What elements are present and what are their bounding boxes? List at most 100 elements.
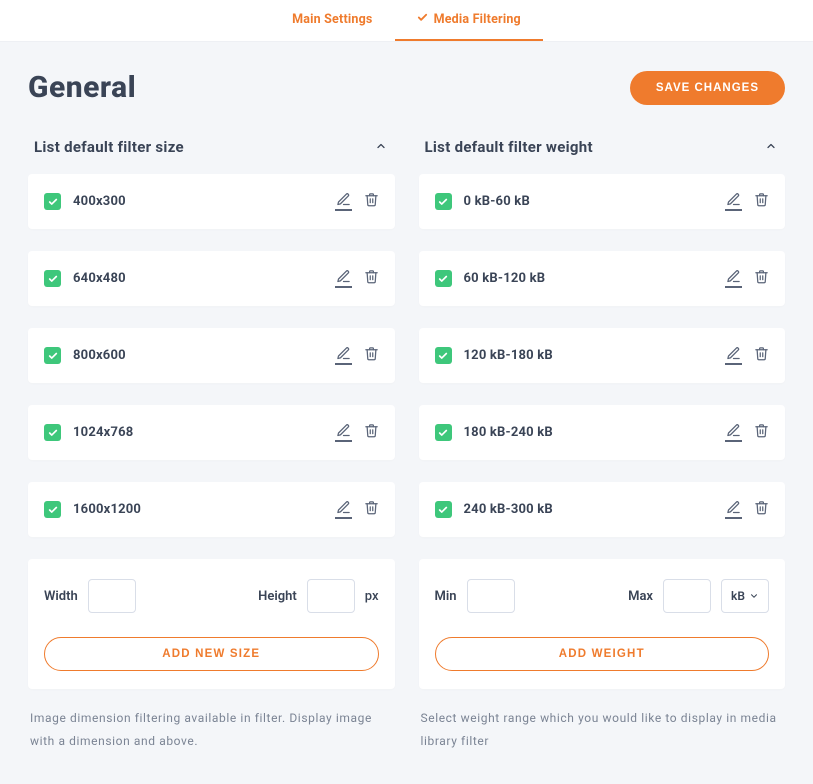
size-panel-header[interactable]: List default filter size: [28, 133, 395, 174]
list-item-label: 640x480: [73, 271, 126, 286]
weight-help-text: Select weight range which you would like…: [419, 707, 786, 753]
tab-media-filtering[interactable]: Media Filtering: [395, 0, 543, 41]
chevron-up-icon: [765, 137, 777, 156]
width-input[interactable]: [88, 579, 136, 613]
list-item: 120 kB-180 kB: [419, 328, 786, 383]
checkbox[interactable]: [435, 193, 452, 210]
list-item: 800x600: [28, 328, 395, 383]
page-body: General SAVE CHANGES List default filter…: [0, 42, 813, 773]
height-label: Height: [258, 589, 297, 604]
list-item-actions: [725, 269, 769, 288]
checkbox[interactable]: [435, 270, 452, 287]
edit-icon[interactable]: [725, 423, 742, 442]
list-item-actions: [335, 192, 379, 211]
edit-icon[interactable]: [725, 500, 742, 519]
list-item-left: 1600x1200: [44, 501, 141, 518]
list-item-left: 180 kB-240 kB: [435, 424, 553, 441]
size-add-card: Width Height px ADD NEW SIZE: [28, 559, 395, 689]
columns: List default filter size 400x300 640x480 8…: [28, 133, 785, 753]
edit-icon[interactable]: [725, 192, 742, 211]
weight-column: List default filter weight 0 kB-60 kB 60 …: [419, 133, 786, 753]
list-item-actions: [335, 423, 379, 442]
edit-icon[interactable]: [335, 500, 352, 519]
save-changes-button[interactable]: SAVE CHANGES: [630, 71, 785, 105]
weight-add-card: Min Max kB ADD WEIGHT: [419, 559, 786, 689]
size-column: List default filter size 400x300 640x480 8…: [28, 133, 395, 753]
width-label: Width: [44, 589, 78, 604]
max-input[interactable]: [663, 579, 711, 613]
check-icon: [417, 12, 428, 27]
list-item-label: 180 kB-240 kB: [464, 425, 553, 440]
size-panel-title: List default filter size: [34, 138, 184, 156]
list-item: 1600x1200: [28, 482, 395, 537]
size-inputs-row: Width Height px: [44, 579, 379, 613]
checkbox[interactable]: [44, 270, 61, 287]
width-field: Width: [44, 579, 136, 613]
list-item: 60 kB-120 kB: [419, 251, 786, 306]
checkbox[interactable]: [435, 347, 452, 364]
list-item: 400x300: [28, 174, 395, 229]
list-item: 640x480: [28, 251, 395, 306]
tab-label: Main Settings: [292, 12, 372, 27]
list-item-label: 0 kB-60 kB: [464, 194, 530, 209]
delete-icon[interactable]: [754, 192, 769, 211]
delete-icon[interactable]: [754, 423, 769, 442]
edit-icon[interactable]: [335, 346, 352, 365]
delete-icon[interactable]: [364, 346, 379, 365]
size-help-text: Image dimension filtering available in f…: [28, 707, 395, 753]
checkbox[interactable]: [44, 347, 61, 364]
list-item-label: 240 kB-300 kB: [464, 502, 553, 517]
list-item-left: 400x300: [44, 193, 126, 210]
edit-icon[interactable]: [725, 346, 742, 365]
edit-icon[interactable]: [335, 423, 352, 442]
list-item-left: 120 kB-180 kB: [435, 347, 553, 364]
edit-icon[interactable]: [335, 192, 352, 211]
list-item-actions: [725, 423, 769, 442]
list-item-actions: [725, 500, 769, 519]
weight-panel-header[interactable]: List default filter weight: [419, 133, 786, 174]
page-title: General: [28, 70, 136, 105]
delete-icon[interactable]: [364, 192, 379, 211]
list-item-label: 400x300: [73, 194, 126, 209]
list-item-actions: [725, 346, 769, 365]
list-item: 1024x768: [28, 405, 395, 460]
list-item-actions: [335, 346, 379, 365]
weight-panel-title: List default filter weight: [425, 138, 593, 156]
max-field: Max kB: [628, 579, 769, 613]
list-item-actions: [335, 269, 379, 288]
delete-icon[interactable]: [364, 269, 379, 288]
list-item-label: 120 kB-180 kB: [464, 348, 553, 363]
list-item: 240 kB-300 kB: [419, 482, 786, 537]
delete-icon[interactable]: [754, 346, 769, 365]
min-input[interactable]: [467, 579, 515, 613]
checkbox[interactable]: [44, 501, 61, 518]
list-item-actions: [725, 192, 769, 211]
list-item-label: 1024x768: [73, 425, 133, 440]
list-item-left: 800x600: [44, 347, 126, 364]
list-item-label: 60 kB-120 kB: [464, 271, 546, 286]
unit-select[interactable]: kB: [721, 579, 769, 613]
checkbox[interactable]: [44, 424, 61, 441]
delete-icon[interactable]: [754, 500, 769, 519]
delete-icon[interactable]: [754, 269, 769, 288]
unit-label: px: [365, 589, 379, 604]
delete-icon[interactable]: [364, 423, 379, 442]
unit-select-value: kB: [731, 589, 745, 603]
chevron-up-icon: [375, 137, 387, 156]
tab-main-settings[interactable]: Main Settings: [270, 0, 394, 41]
checkbox[interactable]: [435, 424, 452, 441]
list-item: 0 kB-60 kB: [419, 174, 786, 229]
height-input[interactable]: [307, 579, 355, 613]
weight-list: 0 kB-60 kB 60 kB-120 kB 120 kB-180 kB 180 k…: [419, 174, 786, 537]
add-weight-button[interactable]: ADD WEIGHT: [435, 637, 770, 671]
weight-inputs-row: Min Max kB: [435, 579, 770, 613]
delete-icon[interactable]: [364, 500, 379, 519]
edit-icon[interactable]: [335, 269, 352, 288]
max-label: Max: [628, 589, 653, 604]
checkbox[interactable]: [435, 501, 452, 518]
checkbox[interactable]: [44, 193, 61, 210]
list-item-left: 1024x768: [44, 424, 133, 441]
edit-icon[interactable]: [725, 269, 742, 288]
list-item-label: 800x600: [73, 348, 126, 363]
add-new-size-button[interactable]: ADD NEW SIZE: [44, 637, 379, 671]
